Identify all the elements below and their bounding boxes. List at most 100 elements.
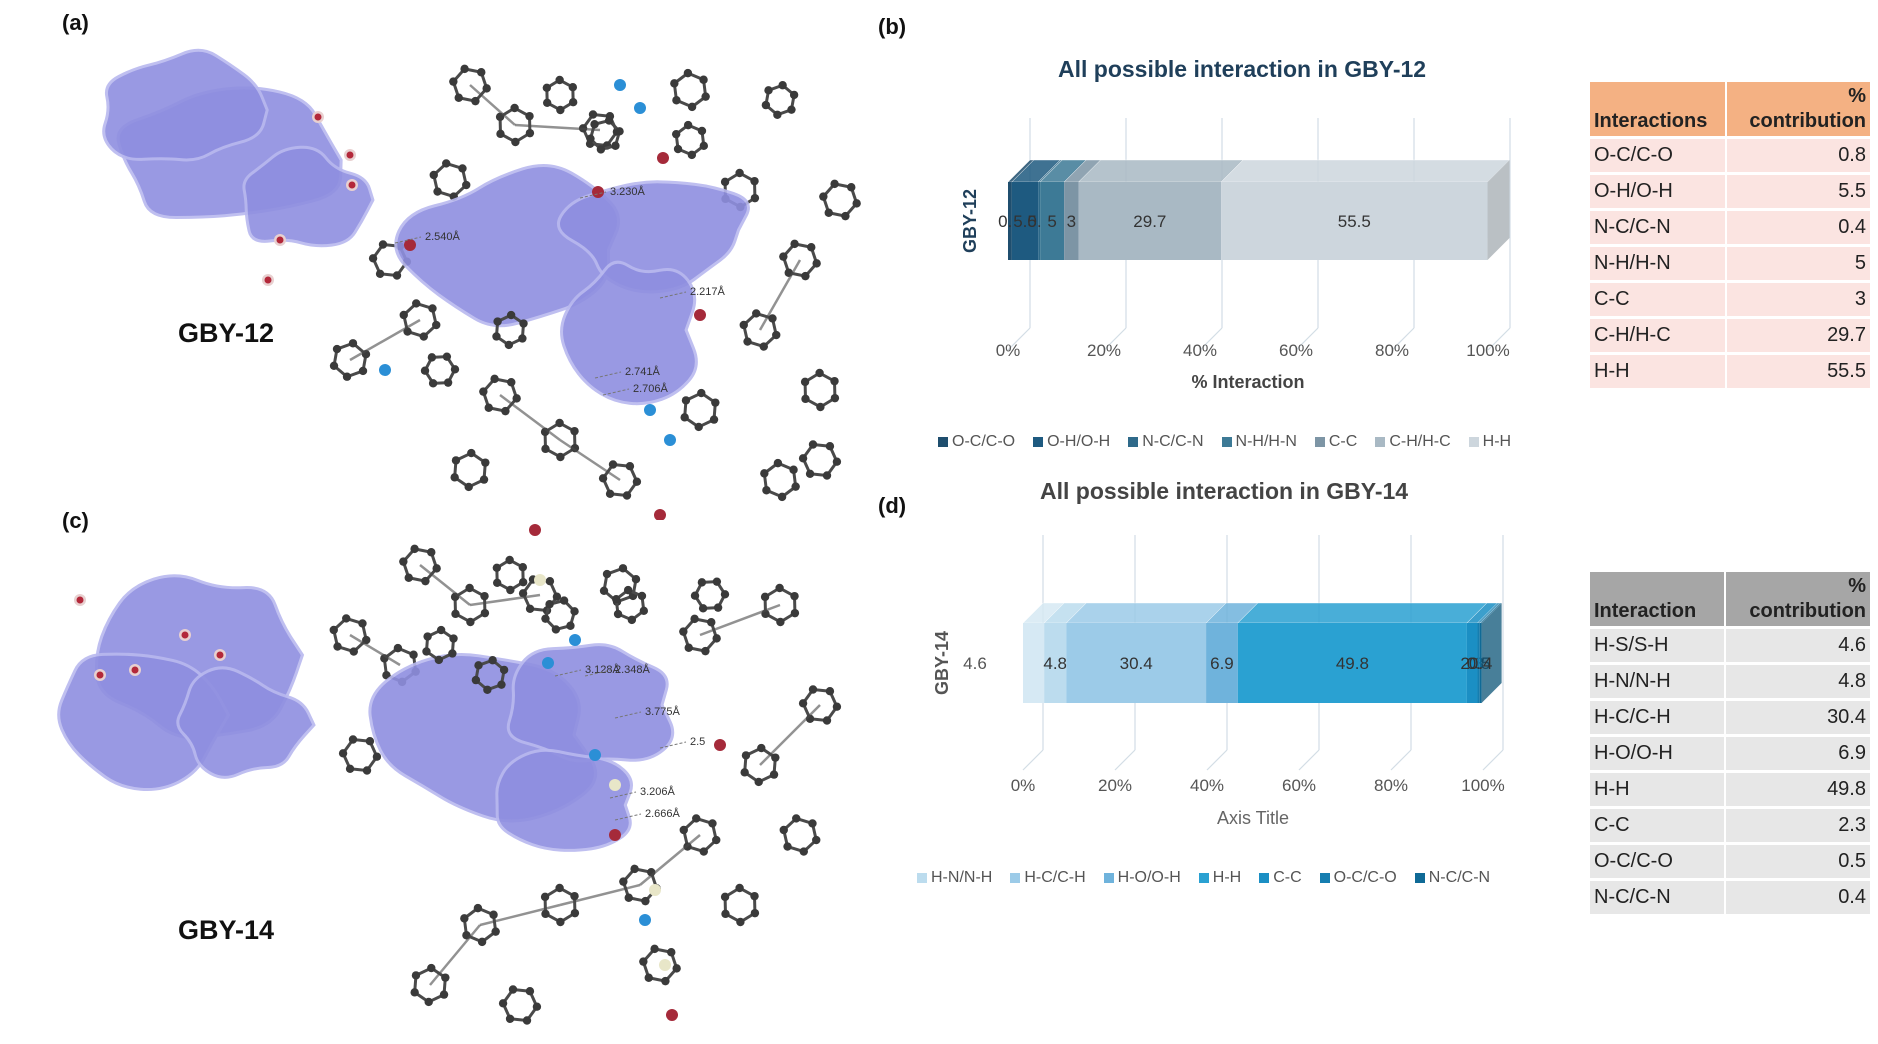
carbon-atom: [525, 986, 535, 996]
carbon-atom: [759, 342, 768, 351]
legend-item: H-N/N-H: [917, 869, 992, 887]
carbon-atom: [556, 452, 565, 462]
bond: [469, 593, 541, 607]
carbon-atom: [798, 699, 808, 708]
legend-label: C-C: [1328, 433, 1358, 450]
table-row: H-C/C-H 30.4: [1590, 699, 1873, 737]
carbon-atom: [501, 406, 510, 416]
carbon-atom: [504, 340, 514, 350]
carbon-atom: [812, 835, 821, 845]
carbon-atom: [412, 299, 421, 308]
nitrogen-atom: [569, 634, 581, 646]
nitrogen-atom: [664, 434, 676, 446]
carbon-atom: [701, 92, 710, 101]
bar-segment-top: [1065, 602, 1227, 624]
bar-segment: [1064, 182, 1079, 260]
distance-label: 2.706Å: [633, 382, 669, 395]
carbon-atom: [477, 68, 486, 77]
carbon-atom: [566, 621, 575, 630]
carbon-atom: [540, 892, 550, 902]
sulfur-atom: [659, 959, 671, 971]
legend-label: H-C/C-H: [1024, 869, 1086, 886]
oxygen-atom: [592, 186, 604, 198]
carbon-atom: [570, 908, 580, 918]
legend-label: H-H: [1212, 869, 1242, 886]
carbon-atom: [399, 310, 408, 320]
legend-item: C-C: [1259, 869, 1302, 887]
bar-segment: [1011, 182, 1039, 260]
legend-label: C-C: [1273, 869, 1302, 886]
table-cell-interaction: N-C/C-N: [1590, 879, 1726, 917]
table-cell-interaction: H-C/C-H: [1590, 699, 1726, 737]
oxygen-atom: [654, 509, 666, 520]
legend-swatch: [1259, 873, 1270, 883]
carbon-atom: [735, 168, 744, 178]
table-cell-contribution: 0.4: [1725, 209, 1873, 247]
x-tick-label: 60%: [1282, 776, 1316, 795]
carbon-atom: [599, 586, 609, 595]
carbon-atom: [720, 590, 730, 599]
carbon-atom: [789, 465, 798, 474]
carbon-atom: [815, 368, 824, 378]
carbon-atom: [832, 457, 842, 466]
carbon-atom: [822, 471, 832, 480]
carbon-atom: [508, 985, 518, 994]
bond: [429, 924, 481, 986]
carbon-atom: [739, 320, 748, 330]
table-row: H-H 55.5: [1590, 353, 1873, 391]
contact-spot: [216, 651, 224, 659]
table-cell-contribution: 30.4: [1724, 699, 1873, 737]
carbon-atom: [679, 825, 688, 835]
carbon-atom: [348, 735, 358, 744]
carbon-atom: [672, 964, 681, 973]
carbon-atom: [761, 100, 771, 110]
distance-label: 2.348Å: [615, 663, 651, 676]
carbon-atom: [779, 252, 788, 261]
x-tick-label: 20%: [1098, 776, 1132, 795]
carbon-atom: [596, 145, 606, 154]
bond: [639, 834, 701, 886]
cluster-surface: [506, 643, 675, 763]
carbon-atom: [436, 625, 446, 635]
carbon-atom: [694, 422, 703, 432]
carbon-atom: [644, 973, 653, 982]
data-label: 0.4: [1469, 654, 1493, 673]
contact-spot: [264, 276, 272, 284]
carbon-atom: [465, 583, 474, 593]
carbon-atom: [525, 111, 534, 121]
carbon-atom: [375, 269, 385, 279]
carbon-atom: [819, 192, 828, 201]
bar-segment: [1040, 182, 1065, 260]
table-cell-interaction: C-C: [1590, 807, 1726, 845]
x-tick-label: 40%: [1183, 341, 1217, 360]
carbon-atom: [518, 334, 527, 343]
carbon-atom: [720, 892, 730, 902]
bond: [479, 903, 561, 927]
distance-label: 2.666Å: [645, 807, 681, 820]
carbon-atom: [342, 614, 351, 623]
carbon-atom: [712, 634, 721, 643]
carbon-atom: [667, 948, 676, 957]
carbon-atom: [525, 128, 535, 138]
bar-segment-top: [1237, 602, 1488, 624]
isolated-surface: [176, 666, 316, 779]
carbon-atom: [624, 893, 633, 902]
oxygen-atom: [529, 524, 541, 536]
carbon-atom: [605, 489, 615, 499]
gridline: [1482, 749, 1504, 771]
carbon-atom: [683, 120, 693, 130]
table-cell-contribution: 49.8: [1724, 771, 1873, 809]
cluster-surface: [495, 748, 633, 852]
carbon-atom: [712, 835, 721, 845]
data-label: 5: [1047, 212, 1056, 231]
bar-segment: [1479, 623, 1482, 703]
carbon-atom: [683, 68, 693, 78]
carbon-atom: [525, 604, 535, 614]
table-cell-contribution: 5: [1725, 245, 1873, 283]
carbon-atom: [720, 177, 730, 187]
carbon-atom: [789, 90, 799, 100]
carbon-atom: [479, 387, 488, 396]
category-label: GBY-12: [960, 189, 980, 253]
nitrogen-atom: [589, 749, 601, 761]
carbon-atom: [736, 917, 745, 927]
